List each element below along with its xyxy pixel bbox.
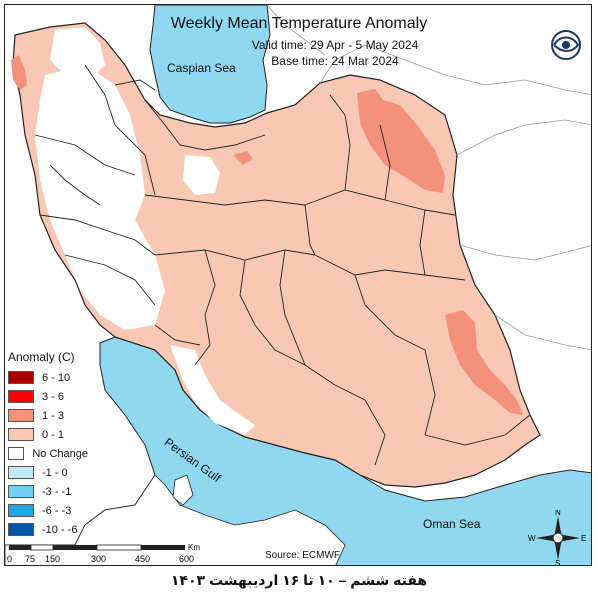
legend-label: -1 - 0 [42, 466, 68, 479]
legend-item: -3 - -1 [8, 482, 88, 501]
legend-swatch [8, 390, 34, 403]
arabian-land [5, 474, 346, 565]
scale-tick-600: 600 [179, 554, 194, 564]
legend-item: -6 - -3 [8, 501, 88, 520]
legend-item: 1 - 3 [8, 406, 88, 425]
persian-week-caption: هفته ششم – ۱۰ تا ۱۶ اردیبهشت ۱۴۰۳ [170, 572, 428, 588]
anomaly-1-3-northeast [357, 89, 445, 193]
map-title: Weekly Mean Temperature Anomaly [170, 15, 428, 32]
anomaly-1-3-north [233, 151, 253, 165]
legend-label: 0 - 1 [42, 428, 65, 441]
legend-item: 6 - 10 [8, 368, 88, 387]
legend-item: No Change [8, 444, 88, 463]
no-change-west-region [35, 65, 165, 330]
legend-label: 1 - 3 [42, 409, 65, 422]
data-source: Source: ECMWF [265, 550, 341, 561]
legend-label: -10 - -6 [42, 523, 78, 536]
scale-tick-300: 300 [91, 554, 106, 564]
organization-logo-icon [551, 30, 581, 60]
legend-swatch [8, 447, 25, 460]
legend-item: 3 - 6 [8, 387, 88, 406]
province-borders [34, 64, 531, 466]
legend-title: Anomaly (C) [8, 350, 75, 364]
scale-unit: Km [188, 543, 200, 552]
compass-south: S [555, 559, 560, 566]
scale-tick-450: 450 [135, 554, 150, 564]
compass-rose-icon: N S E W [528, 510, 586, 566]
no-change-caspian-coast [183, 155, 220, 195]
no-change-south-patch [170, 345, 255, 435]
qatar-peninsula [172, 474, 194, 506]
legend-swatch [8, 466, 34, 479]
scale-tick-150: 150 [45, 554, 60, 564]
legend-label: No Change [32, 447, 88, 460]
legend-swatch [8, 409, 34, 422]
legend-label: 3 - 6 [42, 390, 65, 403]
legend-swatch [8, 371, 34, 384]
legend-swatch [8, 428, 34, 441]
legend-swatch [8, 485, 34, 498]
legend-item: -10 - -6 [8, 520, 88, 539]
scale-tick-75: 75 [25, 554, 35, 564]
legend-item: -1 - 0 [8, 463, 88, 482]
anomaly-1-3-northwest [11, 55, 27, 90]
caspian-sea [149, 5, 271, 124]
oman-sea-label: Oman Sea [423, 517, 481, 531]
scale-bar: 0 75 150 300 450 600 Km [7, 543, 200, 564]
valid-time: Valid time: 29 Apr - 5 May 2024 [251, 38, 419, 52]
map-frame: Weekly Mean Temperature Anomaly Valid ti… [4, 4, 592, 566]
base-time: Base time: 24 Mar 2024 [271, 54, 399, 68]
legend-swatch [8, 504, 34, 517]
compass-east: E [581, 534, 586, 543]
scale-tick-0: 0 [7, 554, 12, 564]
no-change-north-patch [50, 27, 105, 80]
iran-temperature-anomaly-map [5, 5, 591, 565]
legend-label: -6 - -3 [42, 504, 72, 517]
legend-label: -3 - -1 [42, 485, 72, 498]
caspian-sea-label: Caspian Sea [167, 61, 236, 75]
compass-west: W [528, 534, 536, 543]
anomaly-legend: Anomaly (C) 6 - 10 3 - 6 1 - 3 0 - 1 No … [8, 350, 88, 539]
neighbor-borders [266, 5, 591, 351]
legend-swatch [8, 523, 34, 536]
anomaly-1-3-southeast [445, 310, 523, 415]
compass-north: N [555, 510, 561, 517]
legend-label: 6 - 10 [42, 371, 71, 384]
legend-item: 0 - 1 [8, 425, 88, 444]
